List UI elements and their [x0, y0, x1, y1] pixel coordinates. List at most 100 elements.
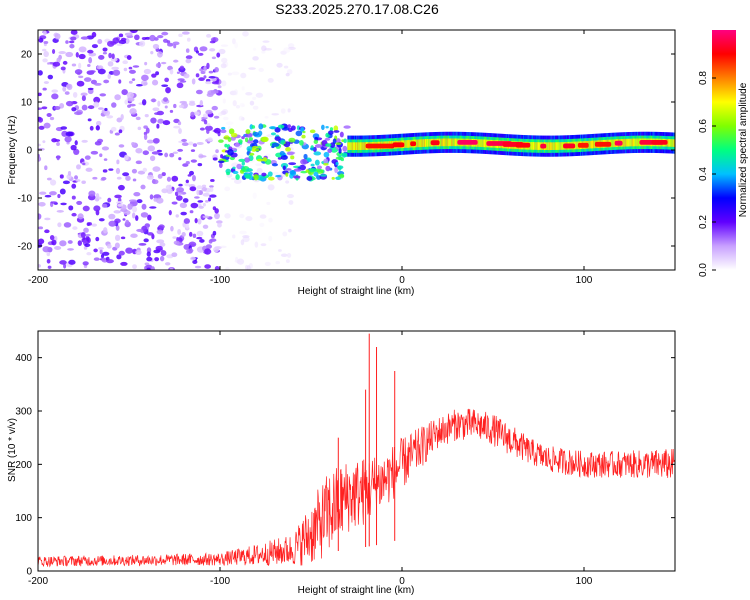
spectrogram-band-cell: [613, 139, 616, 148]
spectrogram-cell: [180, 80, 187, 83]
spectrogram-cell: [132, 264, 137, 270]
spectrogram-cell: [62, 86, 67, 92]
spectrogram-cell: [301, 134, 306, 139]
spectrogram-cell: [146, 174, 154, 180]
spectrogram-cell: [98, 246, 104, 250]
spectrogram-band-cell: [481, 139, 484, 148]
spectrogram-cell: [231, 71, 240, 76]
spectrogram-cell: [93, 96, 101, 104]
spectrogram-band-cell: [423, 139, 426, 147]
spectrogram-cell: [237, 139, 243, 144]
spectrogram-cell: [164, 262, 171, 266]
spectrogram-cell: [74, 69, 83, 75]
spectrogram-cell: [178, 183, 183, 187]
spectrogram-cell: [97, 39, 103, 45]
spectrogram-cell: [238, 115, 244, 121]
spectrogram-cell: [207, 137, 213, 142]
spectrogram-cell: [103, 110, 111, 116]
spectrogram-cell: [44, 165, 48, 171]
spectrogram-cell: [261, 50, 266, 54]
spectrogram-cell: [128, 69, 136, 74]
spectrogram-cell: [87, 118, 92, 122]
spectrogram-cell: [93, 248, 98, 253]
spectrogram-band-cell: [533, 142, 535, 150]
spectrogram-cell: [248, 137, 254, 141]
spectrogram-cell: [288, 228, 292, 233]
spectrogram-cell: [203, 75, 207, 79]
spectrogram-band-cell: [478, 139, 480, 147]
spectrogram-cell: [166, 40, 171, 44]
spectrogram-cell: [214, 265, 220, 270]
spectrogram-band-cell: [670, 139, 672, 147]
spectrogram-cell: [77, 213, 84, 220]
spectrogram-cell: [172, 151, 179, 155]
spectrogram-cell: [115, 224, 120, 231]
spectrogram-cell: [254, 241, 259, 248]
spectrogram-y-tick-label: 20: [21, 50, 33, 61]
spectrogram-cell: [164, 105, 168, 109]
spectrogram-cell: [268, 235, 273, 242]
spectrogram-cell: [132, 178, 137, 182]
spectrogram-cell: [214, 212, 220, 220]
spectrogram-cell: [321, 124, 325, 131]
spectrogram-cell: [157, 100, 161, 107]
spectrogram-cell: [88, 57, 93, 64]
spectrogram-cell: [46, 252, 51, 257]
spectrogram-cell: [280, 253, 288, 257]
spectrogram-band-cell: [624, 138, 627, 147]
spectrogram-cell: [59, 240, 67, 247]
spectrogram-cell: [78, 62, 82, 69]
spectrogram-cell: [217, 222, 222, 228]
spectrogram-cell: [173, 103, 177, 109]
spectrogram-cell: [181, 231, 186, 237]
spectrogram-band-cell: [455, 138, 457, 147]
spectrogram-band-cell: [360, 142, 362, 150]
spectrogram-x-tick-label: -100: [210, 275, 230, 286]
spectrogram-cell: [209, 185, 214, 188]
spectrogram-cell: [149, 34, 156, 42]
spectrogram-cell: [128, 199, 137, 203]
spectrogram-cell: [146, 139, 154, 144]
spectrogram-cell: [95, 125, 100, 131]
spectrogram-cell: [209, 194, 217, 198]
spectrogram-cell: [80, 231, 86, 238]
spectrogram-band-cell: [667, 138, 669, 147]
spectrogram-cell: [78, 75, 84, 79]
spectrogram-band-cell: [351, 142, 354, 150]
spectrogram-cell: [128, 80, 133, 84]
spectrogram-cell: [221, 57, 228, 63]
spectrogram-cell: [71, 107, 77, 112]
spectrogram-band-cell: [349, 142, 351, 150]
spectrogram-cell: [136, 83, 143, 87]
spectrogram-cell: [285, 172, 289, 177]
spectrogram-cell: [150, 117, 157, 124]
spectrogram-cell: [271, 142, 280, 147]
spectrogram-cell: [279, 151, 285, 156]
spectrogram-cell: [205, 81, 212, 85]
spectrogram-cell: [196, 185, 203, 190]
spectrogram-cell: [68, 205, 74, 211]
spectrogram-band-cell: [453, 138, 455, 147]
spectrogram-cell: [38, 70, 43, 76]
spectrogram-cell: [42, 58, 48, 63]
spectrogram-cell: [220, 44, 229, 47]
spectrogram-cell: [275, 174, 282, 178]
spectrogram-peak-cell: [540, 143, 547, 149]
spectrogram-cell: [192, 260, 198, 264]
spectrogram-band-cell: [416, 139, 418, 148]
spectrogram-cell: [194, 265, 202, 269]
spectrogram-band-cell: [632, 138, 634, 147]
spectrogram-cell: [93, 205, 101, 212]
spectrogram-cell: [102, 251, 110, 256]
spectrogram-cell: [101, 146, 110, 151]
spectrogram-cell: [234, 42, 239, 49]
spectrogram-cell: [158, 224, 165, 229]
spectrogram-band-cell: [561, 142, 563, 150]
spectrogram-band-cell: [362, 142, 364, 150]
spectrogram-cell: [87, 49, 94, 54]
spectrogram-band-cell: [422, 139, 425, 147]
spectrogram-cell: [82, 162, 86, 166]
spectrogram-cell: [245, 129, 251, 135]
spectrogram-band-cell: [626, 138, 629, 147]
spectrogram-band-cell: [426, 139, 428, 147]
